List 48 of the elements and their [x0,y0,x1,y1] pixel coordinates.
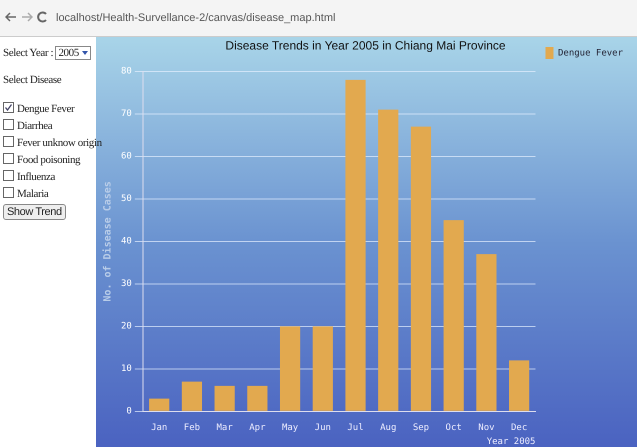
legend-label: Dengue Fever [558,48,624,58]
text: localhost/Health-Survellance-2/canvas/disease_map.html [56,11,336,26]
bar [149,398,170,411]
y-tick-label: 10 [120,364,132,374]
y-tick-label: 20 [120,322,132,332]
y-tick-label: 50 [120,194,132,204]
x-tick-label: Sep [412,423,430,434]
text: Diarrhea [16,119,54,132]
bar [214,386,235,411]
x-tick-label: May [282,423,299,434]
y-tick-label: 60 [120,152,132,162]
text: Dengue Fever [16,102,76,115]
x-tick-label: Apr [249,423,266,434]
x-tick-label: Jan [151,423,168,434]
x-tick-label: Nov [478,423,495,434]
text: Show Trend [3,204,66,220]
text: 2005 [55,46,91,60]
x-tick-label: Oct [446,423,462,434]
y-axis-title: No. of Disease Cases [102,181,114,302]
x-tick-label: Dec [510,423,528,434]
x-tick-label: Jul [347,423,364,434]
text: Food poisoning [16,153,82,166]
bar [410,126,432,411]
text: Select Year : [3,47,54,59]
text: Fever unknow origin [16,136,102,149]
y-tick-label: 0 [126,406,132,417]
bar [378,110,398,411]
bar [345,80,366,411]
bar [476,254,496,411]
y-tick-label: 70 [120,109,132,120]
text: Influenza [16,170,56,183]
bar [247,386,268,411]
bar [280,326,300,411]
text: Malaria [16,187,50,200]
x-axis-title: Year 2005 [486,436,536,447]
chart-title: Disease Trends in Year 2005 in Chiang Mai Province [225,38,506,53]
y-tick-label: 80 [120,66,132,77]
y-tick-label: 30 [120,279,132,290]
x-tick-label: Feb [184,423,200,434]
bar [444,220,464,411]
x-tick-label: Aug [380,423,396,434]
text: Select Disease [3,74,62,86]
x-tick-label: Jun [314,423,331,434]
bar [509,360,530,411]
y-tick-label: 40 [120,236,132,247]
bar [312,326,333,411]
bar [182,382,202,411]
x-tick-label: Mar [216,423,234,434]
